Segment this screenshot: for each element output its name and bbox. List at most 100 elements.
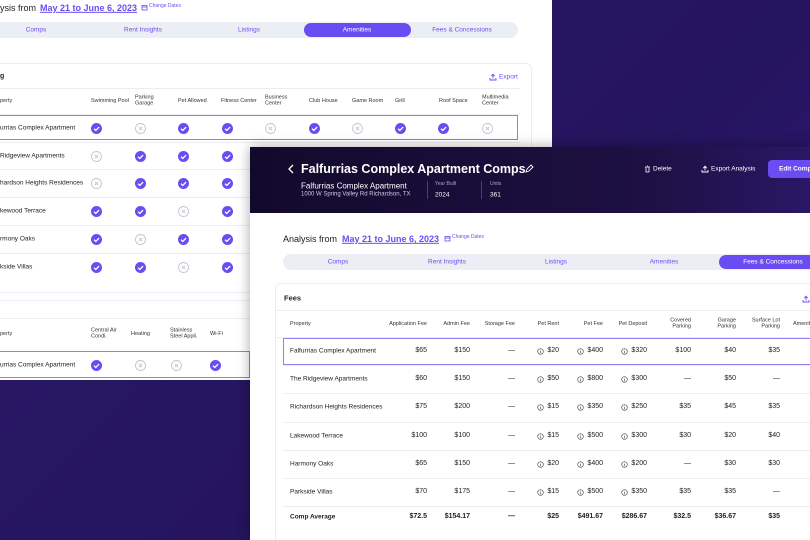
cell: $20 (547, 346, 559, 354)
tab[interactable]: Listings (237, 26, 261, 34)
cell: $40 (724, 346, 736, 354)
tab[interactable]: Rent Insights (428, 258, 466, 266)
tab[interactable]: Fees & Concessions (432, 26, 492, 34)
info-icon (536, 488, 544, 496)
check-icon (394, 122, 406, 134)
property-name: hardson Heights Residences (0, 179, 84, 187)
column-header: Grill (395, 97, 405, 104)
info-icon (536, 347, 544, 355)
tab[interactable]: Listings (544, 258, 568, 266)
cell: $20 (724, 431, 736, 439)
column-header: Admin Fee (443, 320, 470, 327)
column-header: Covered Parking (670, 317, 691, 330)
check-icon (437, 122, 449, 134)
header-bar (250, 147, 810, 213)
info-icon (536, 460, 544, 468)
info-icon (620, 347, 628, 355)
date-range[interactable]: May 21 to June 6, 2023 (40, 2, 138, 13)
check-icon (134, 150, 146, 162)
active-tab (303, 23, 411, 37)
cell: $75 (415, 402, 427, 410)
cell: $150 (454, 459, 470, 467)
tab[interactable]: Comps (25, 26, 47, 34)
check-icon (221, 150, 233, 162)
tab[interactable]: Fees & Concessions (743, 258, 803, 266)
check-icon (177, 177, 189, 189)
cell: $400 (587, 346, 603, 354)
column-header: Pet Deposit (618, 320, 647, 327)
edit-button[interactable] (768, 160, 810, 178)
divider (0, 142, 520, 143)
cross-icon (351, 122, 363, 134)
selected-row (283, 338, 810, 365)
column-header: Pet Rent (537, 320, 559, 327)
cell: — (508, 374, 515, 382)
cell: $154.17 (444, 512, 470, 520)
property-name: Lakewood Terrace (290, 432, 343, 440)
cell: $100 (411, 431, 427, 439)
column-header: Heating (131, 330, 150, 337)
cell: $72.5 (409, 512, 427, 520)
divider (0, 114, 520, 115)
divider (283, 506, 810, 507)
export-button[interactable]: Export Analysis (711, 165, 756, 173)
edit-label[interactable]: Edit Comp (779, 165, 810, 173)
property-name: Parkside Villas (290, 488, 333, 496)
tab[interactable]: Amenities (649, 258, 679, 266)
check-icon (221, 205, 233, 217)
tab-bar (283, 254, 810, 270)
tab[interactable]: Amenities (342, 26, 372, 34)
cell: $35 (724, 487, 736, 495)
back-arrow (288, 164, 294, 174)
export-icon (489, 73, 497, 81)
property-name: Falfurrias Complex Apartment (290, 347, 376, 355)
delete-button[interactable]: Delete (653, 165, 672, 173)
cross-icon (177, 261, 189, 273)
label: Year Built (435, 181, 457, 188)
column-header: Roof Space (439, 97, 468, 104)
divider (283, 365, 810, 366)
cell: $800 (587, 374, 603, 382)
change-dates[interactable]: Change Dates (149, 3, 181, 10)
change-dates[interactable]: Change Dates (452, 234, 484, 241)
column-header: Surface Lot Parking (751, 317, 780, 330)
cell: $350 (631, 487, 647, 495)
cell: $200 (454, 402, 470, 410)
tab[interactable]: Rent Insights (124, 26, 162, 34)
cell: $35 (679, 487, 691, 495)
cell: $400 (587, 459, 603, 467)
column-header: Swimming Pool (91, 97, 129, 104)
info-icon (536, 403, 544, 411)
cell: $50 (547, 374, 559, 382)
check-icon (90, 122, 102, 134)
page-title: Falfurrias Complex Apartment Comps (301, 161, 526, 176)
section-title: g (0, 72, 5, 80)
date-range[interactable]: May 21 to June 6, 2023 (342, 233, 440, 244)
info-icon (576, 347, 584, 355)
column-header: Pet Fee (583, 320, 603, 327)
column-header: Central Air Condi. (91, 327, 117, 340)
cell: $500 (587, 487, 603, 495)
column-header: Storage Fee (484, 320, 515, 327)
check-icon (209, 359, 221, 371)
cross-icon (134, 122, 146, 134)
analysis-label: Analysis from (283, 233, 338, 244)
property-name: urrias Complex Apartment (0, 124, 76, 132)
export-icon (701, 165, 709, 173)
cell: $286.67 (621, 512, 647, 520)
cell: $35 (768, 346, 780, 354)
export-button[interactable]: Export (499, 73, 518, 81)
divider (276, 337, 810, 338)
value: 361 (490, 191, 501, 199)
cell: $32.5 (673, 512, 691, 520)
tab[interactable]: Comps (327, 258, 349, 266)
property-name: kside Villas (0, 263, 33, 271)
cell: $150 (454, 374, 470, 382)
property-name: The Ridgeview Apartments (290, 375, 368, 383)
cell: $250 (631, 402, 647, 410)
cell: — (684, 374, 691, 382)
check-icon (134, 177, 146, 189)
info-icon (576, 488, 584, 496)
cross-icon (481, 122, 493, 134)
info-icon (620, 432, 628, 440)
